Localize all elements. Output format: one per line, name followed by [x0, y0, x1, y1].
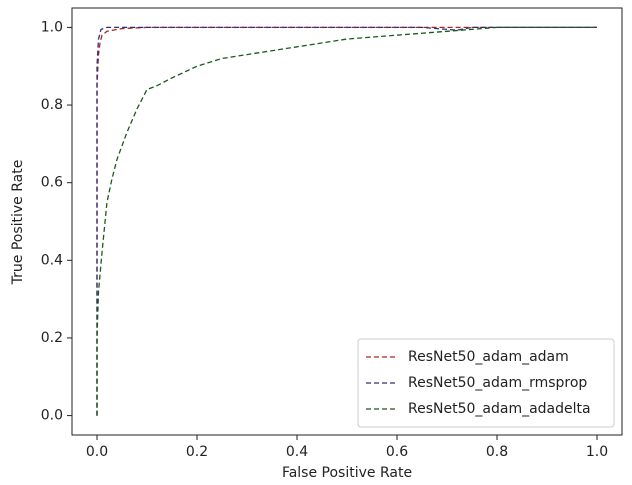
y-tick-label: 0.2	[41, 330, 63, 346]
y-axis-label: True Positive Rate	[10, 160, 26, 286]
y-tick-label: 0.8	[41, 97, 63, 113]
x-tick-label: 1.0	[586, 444, 608, 460]
plot-frame	[71, 7, 623, 436]
legend-label: ResNet50_adam_adam	[408, 349, 569, 365]
x-tick-label: 0.2	[186, 444, 208, 460]
legend-box	[357, 338, 615, 428]
x-tick-label: 0.8	[486, 444, 508, 460]
x-tick-label: 0.6	[386, 444, 408, 460]
roc-line	[96, 26, 597, 416]
y-tick-label: 0.6	[41, 175, 63, 191]
y-tick-label: 1.0	[41, 19, 63, 35]
roc-line	[96, 26, 597, 416]
y-tick-label: 0.0	[41, 408, 63, 424]
roc-line	[96, 26, 597, 416]
x-tick-label: 0.4	[286, 444, 308, 460]
x-tick-label: 0.0	[86, 444, 108, 460]
legend-label: ResNet50_adam_adadelta	[408, 401, 591, 417]
x-axis-label: False Positive Rate	[282, 465, 412, 481]
legend-label: ResNet50_adam_rmsprop	[408, 375, 587, 391]
y-tick-label: 0.4	[41, 252, 63, 268]
